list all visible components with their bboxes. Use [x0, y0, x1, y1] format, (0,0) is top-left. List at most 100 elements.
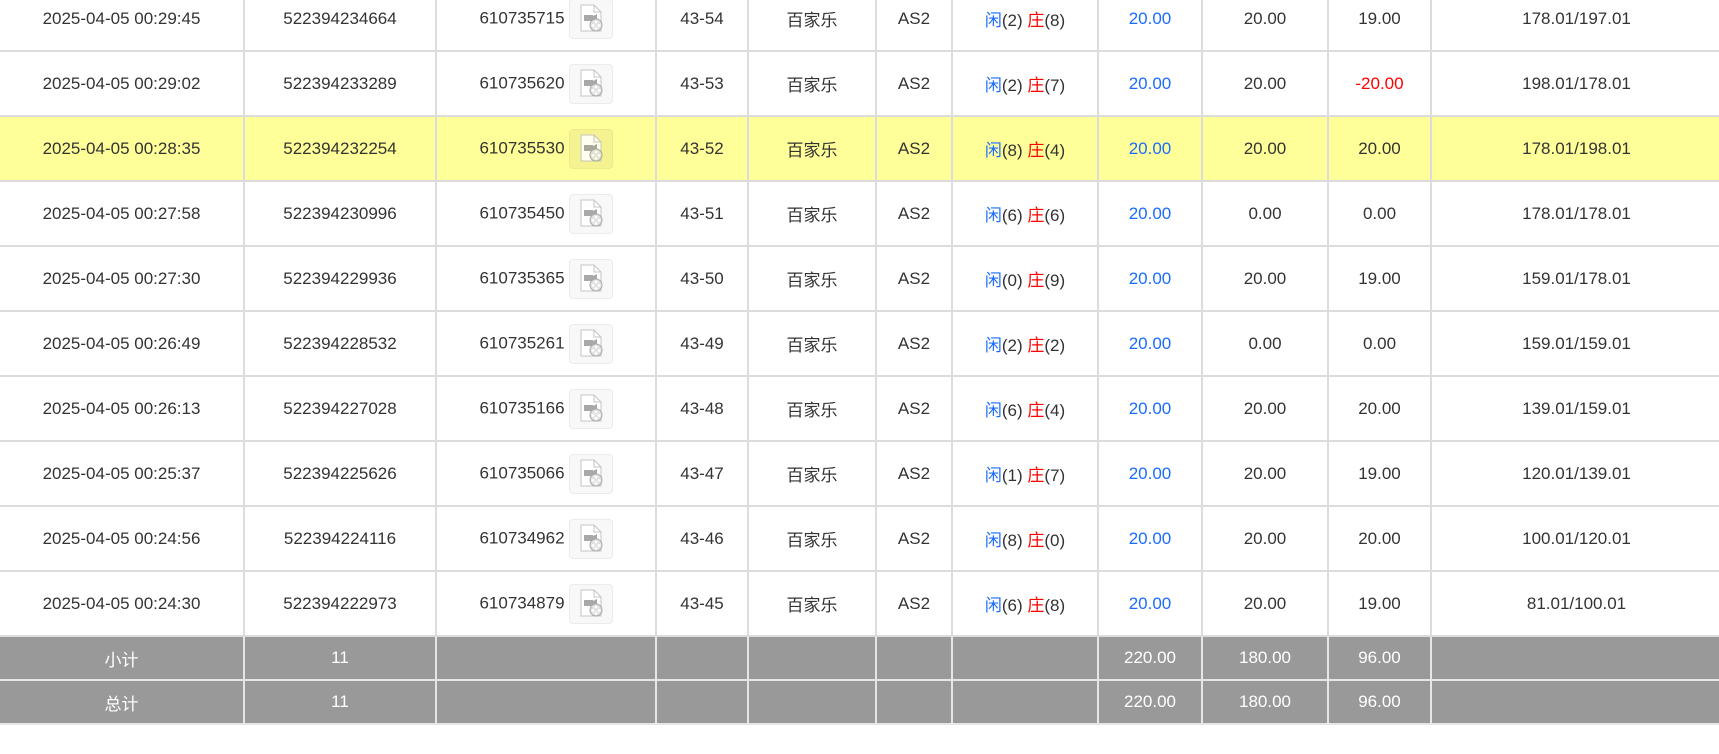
bet-id: 522394229936	[243, 245, 437, 312]
video-file-icon[interactable]	[568, 583, 613, 624]
bet-id: 522394222973	[243, 570, 437, 637]
player-label: 闲	[984, 76, 1002, 95]
balance-before-after: 120.01/139.01	[1430, 440, 1719, 507]
bet-amount[interactable]: 20.00	[1097, 570, 1203, 637]
bet-amount[interactable]: 20.00	[1097, 115, 1203, 182]
video-file-icon[interactable]	[568, 128, 613, 169]
banker-points: (0)	[1044, 531, 1066, 550]
player-points: (8)	[1001, 531, 1023, 550]
bet-time: 2025-04-05 00:26:13	[0, 375, 245, 442]
bet-amount[interactable]: 20.00	[1097, 505, 1203, 572]
round-id-cell: 610735365	[435, 245, 657, 312]
game-type: 百家乐	[747, 245, 877, 312]
table-row: 2025-04-05 00:26:49 522394228532 6107352…	[0, 310, 1719, 377]
round-id-cell: 610734879	[435, 570, 657, 637]
player-points: (0)	[1001, 271, 1023, 290]
round-id: 610734879	[479, 592, 565, 612]
shoe-hand: 43-50	[655, 245, 749, 312]
video-file-icon[interactable]	[568, 258, 613, 299]
video-file-icon[interactable]	[568, 388, 613, 429]
subtotal-valid: 180.00	[1201, 635, 1329, 681]
balance-before-after: 178.01/198.01	[1430, 115, 1719, 182]
win-loss: 20.00	[1327, 505, 1432, 572]
round-id: 610735530	[479, 137, 565, 157]
bet-amount[interactable]: 20.00	[1097, 180, 1203, 247]
bet-time: 2025-04-05 00:29:02	[0, 50, 245, 117]
player-points: (2)	[1001, 11, 1023, 30]
win-loss: 19.00	[1327, 245, 1432, 312]
video-file-icon[interactable]	[568, 518, 613, 559]
game-type: 百家乐	[747, 180, 877, 247]
empty-cell	[951, 679, 1099, 725]
banker-label: 庄	[1027, 466, 1045, 485]
banker-points: (4)	[1044, 401, 1066, 420]
table-row: 2025-04-05 00:24:56 522394224116 6107349…	[0, 505, 1719, 572]
player-points: (6)	[1001, 596, 1023, 615]
bet-time: 2025-04-05 00:26:49	[0, 310, 245, 377]
bet-amount[interactable]: 20.00	[1097, 310, 1203, 377]
valid-bet: 20.00	[1201, 0, 1329, 52]
table-code: AS2	[875, 50, 953, 117]
player-label: 闲	[984, 336, 1002, 355]
video-file-icon[interactable]	[568, 453, 613, 494]
banker-points: (8)	[1044, 11, 1066, 30]
banker-label: 庄	[1027, 271, 1045, 290]
total-valid: 180.00	[1201, 679, 1329, 725]
balance-before-after: 178.01/197.01	[1430, 0, 1719, 52]
bet-time: 2025-04-05 00:27:58	[0, 180, 245, 247]
round-id-cell: 610735261	[435, 310, 657, 377]
bet-amount[interactable]: 20.00	[1097, 0, 1203, 52]
table-code: AS2	[875, 440, 953, 507]
banker-label: 庄	[1027, 141, 1045, 160]
bet-time: 2025-04-05 00:25:37	[0, 440, 245, 507]
banker-points: (8)	[1044, 596, 1066, 615]
game-type: 百家乐	[747, 115, 877, 182]
empty-cell	[435, 635, 657, 681]
table-code: AS2	[875, 0, 953, 52]
result: 闲(8) 庄(4)	[951, 115, 1099, 182]
player-label: 闲	[984, 11, 1002, 30]
shoe-hand: 43-45	[655, 570, 749, 637]
table-row: 2025-04-05 00:24:30 522394222973 6107348…	[0, 570, 1719, 637]
bet-time: 2025-04-05 00:24:30	[0, 570, 245, 637]
win-loss: 19.00	[1327, 0, 1432, 52]
banker-label: 庄	[1027, 206, 1045, 225]
game-type: 百家乐	[747, 310, 877, 377]
empty-cell	[747, 635, 877, 681]
result: 闲(8) 庄(0)	[951, 505, 1099, 572]
video-file-icon[interactable]	[568, 323, 613, 364]
balance-before-after: 139.01/159.01	[1430, 375, 1719, 442]
win-loss: 20.00	[1327, 375, 1432, 442]
shoe-hand: 43-49	[655, 310, 749, 377]
round-id: 610735066	[479, 462, 565, 482]
table-code: AS2	[875, 245, 953, 312]
balance-before-after: 178.01/178.01	[1430, 180, 1719, 247]
banker-label: 庄	[1027, 76, 1045, 95]
table-row: 2025-04-05 00:29:45 522394234664 6107357…	[0, 0, 1719, 52]
balance-before-after: 100.01/120.01	[1430, 505, 1719, 572]
player-label: 闲	[984, 596, 1002, 615]
result: 闲(6) 庄(6)	[951, 180, 1099, 247]
bet-amount[interactable]: 20.00	[1097, 375, 1203, 442]
table-code: AS2	[875, 180, 953, 247]
video-file-icon[interactable]	[568, 193, 613, 234]
result: 闲(2) 庄(8)	[951, 0, 1099, 52]
empty-cell	[747, 679, 877, 725]
empty-cell	[655, 679, 749, 725]
banker-points: (9)	[1044, 271, 1066, 290]
empty-cell	[1430, 635, 1719, 681]
round-id: 610735166	[479, 397, 565, 417]
video-file-icon[interactable]	[568, 0, 613, 39]
round-id: 610735365	[479, 267, 565, 287]
valid-bet: 20.00	[1201, 505, 1329, 572]
banker-points: (6)	[1044, 206, 1066, 225]
table-code: AS2	[875, 375, 953, 442]
player-points: (1)	[1001, 466, 1023, 485]
bet-amount[interactable]: 20.00	[1097, 440, 1203, 507]
bet-amount[interactable]: 20.00	[1097, 245, 1203, 312]
table-row: 2025-04-05 00:27:30 522394229936 6107353…	[0, 245, 1719, 312]
bet-amount[interactable]: 20.00	[1097, 50, 1203, 117]
total-count: 11	[243, 679, 437, 725]
video-file-icon[interactable]	[568, 63, 613, 104]
player-label: 闲	[984, 206, 1002, 225]
